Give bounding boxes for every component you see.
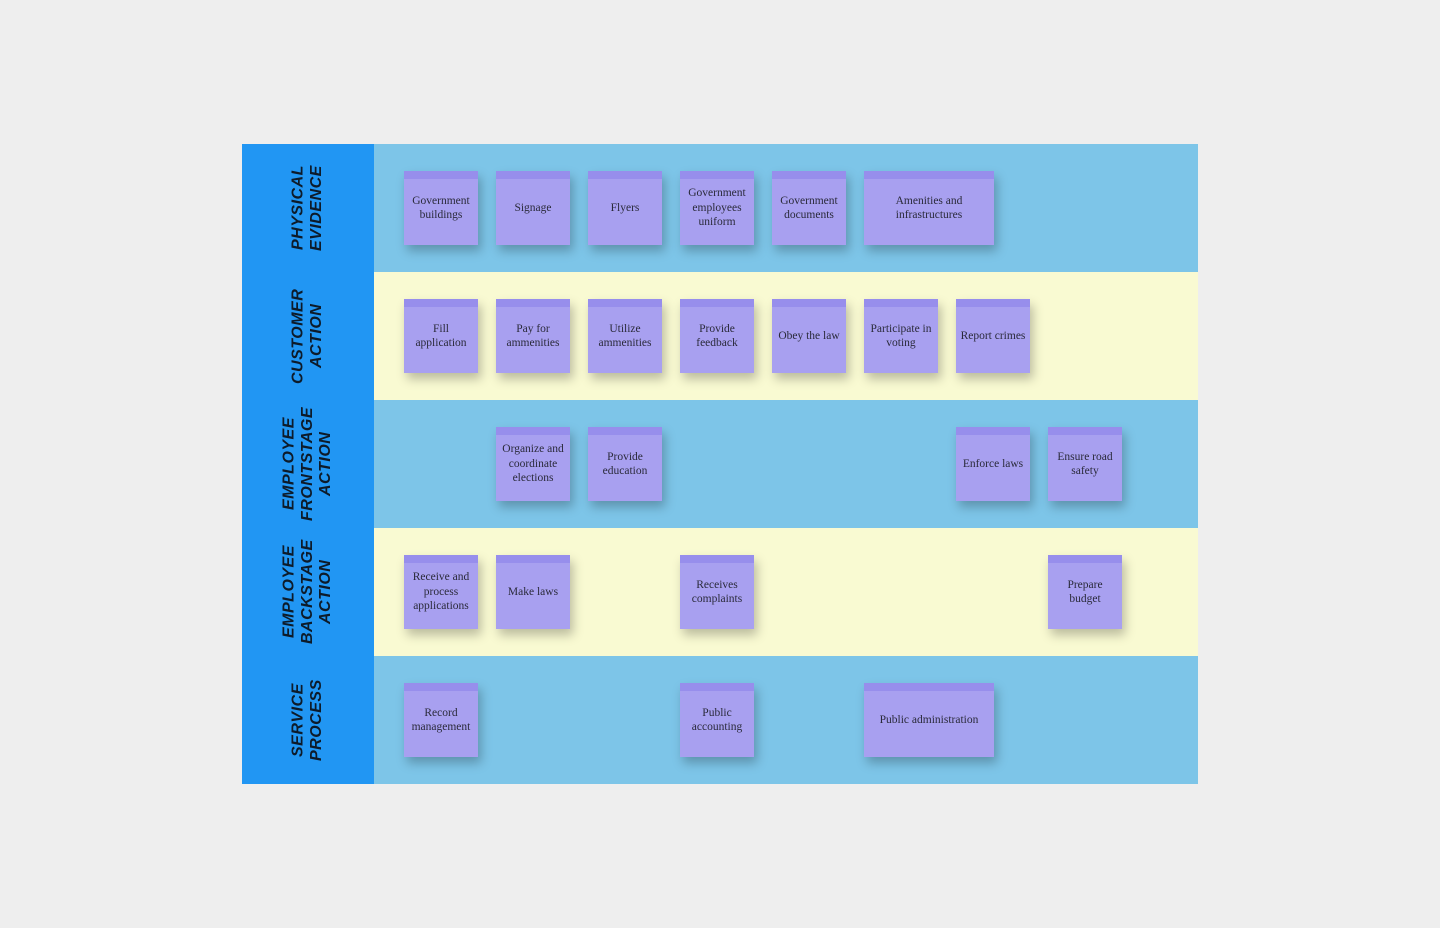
empty-slot xyxy=(496,683,570,757)
sticky-note: Receives complaints xyxy=(680,555,754,629)
sticky-note: Obey the law xyxy=(772,299,846,373)
row-content-service-process: Record management Public accounting Publ… xyxy=(374,656,1198,784)
sticky-note: Ensure road safety xyxy=(1048,427,1122,501)
sticky-note: Fill application xyxy=(404,299,478,373)
sticky-note: Participate in voting xyxy=(864,299,938,373)
sticky-note: Provide education xyxy=(588,427,662,501)
sticky-note: Enforce laws xyxy=(956,427,1030,501)
empty-slot xyxy=(864,555,938,629)
sticky-note: Public accounting xyxy=(680,683,754,757)
sticky-note: Prepare budget xyxy=(1048,555,1122,629)
sticky-note: Flyers xyxy=(588,171,662,245)
sticky-note: Provide feedback xyxy=(680,299,754,373)
empty-slot xyxy=(404,427,478,501)
row-label-customer-action: CUSTOMER ACTION xyxy=(242,272,374,400)
row-content-customer-action: Fill application Pay for ammenities Util… xyxy=(374,272,1198,400)
row-content-employee-frontstage: Organize and coordinate elections Provid… xyxy=(374,400,1198,528)
empty-slot xyxy=(588,683,662,757)
sticky-note: Signage xyxy=(496,171,570,245)
sticky-note: Receive and process applications xyxy=(404,555,478,629)
row-content-employee-backstage: Receive and process applications Make la… xyxy=(374,528,1198,656)
sticky-note: Utilize ammenities xyxy=(588,299,662,373)
row-employee-backstage: EMPLOYEE BACKSTAGE ACTION Receive and pr… xyxy=(242,528,1198,656)
sticky-note: Pay for ammenities xyxy=(496,299,570,373)
empty-slot xyxy=(864,427,938,501)
sticky-note: Government documents xyxy=(772,171,846,245)
sticky-note: Government employees uniform xyxy=(680,171,754,245)
empty-slot xyxy=(772,683,846,757)
row-customer-action: CUSTOMER ACTION Fill application Pay for… xyxy=(242,272,1198,400)
sticky-note: Make laws xyxy=(496,555,570,629)
row-label-employee-backstage: EMPLOYEE BACKSTAGE ACTION xyxy=(242,528,374,656)
service-blueprint: PHYSICAL EVIDENCE Government buildings S… xyxy=(242,144,1198,784)
sticky-note: Amenities and infrastructures xyxy=(864,171,994,245)
row-label-service-process: SERVICE PROCESS xyxy=(242,656,374,784)
row-content-physical-evidence: Government buildings Signage Flyers Gove… xyxy=(374,144,1198,272)
row-label-employee-frontstage: EMPLOYEE FRONTSTAGE ACTION xyxy=(242,400,374,528)
sticky-note: Public administration xyxy=(864,683,994,757)
row-employee-frontstage: EMPLOYEE FRONTSTAGE ACTION Organize and … xyxy=(242,400,1198,528)
sticky-note: Government buildings xyxy=(404,171,478,245)
sticky-note: Record management xyxy=(404,683,478,757)
empty-slot xyxy=(956,555,1030,629)
empty-slot xyxy=(588,555,662,629)
empty-slot xyxy=(772,555,846,629)
row-label-physical-evidence: PHYSICAL EVIDENCE xyxy=(242,144,374,272)
empty-slot xyxy=(680,427,754,501)
row-physical-evidence: PHYSICAL EVIDENCE Government buildings S… xyxy=(242,144,1198,272)
row-service-process: SERVICE PROCESS Record management Public… xyxy=(242,656,1198,784)
sticky-note: Report crimes xyxy=(956,299,1030,373)
sticky-note: Organize and coordinate elections xyxy=(496,427,570,501)
empty-slot xyxy=(772,427,846,501)
